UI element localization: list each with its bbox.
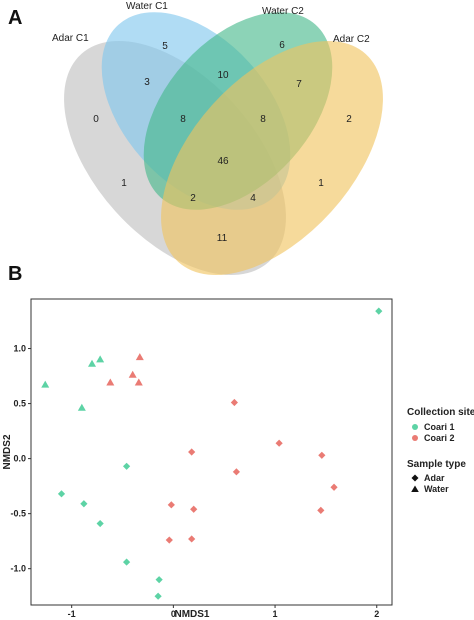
y-tick-label: 0.0 xyxy=(13,454,26,464)
venn-count-adar-c1-only: 0 xyxy=(93,114,99,125)
point-coari-2-adar xyxy=(188,448,196,456)
x-tick-label: 1 xyxy=(273,609,278,619)
venn-count-water-c2-adar-c2: 7 xyxy=(296,79,302,90)
venn-set-label-water-c1: Water C1 xyxy=(126,1,168,12)
point-coari-2-adar xyxy=(330,483,338,491)
point-coari-1-water xyxy=(88,359,97,367)
point-coari-1-adar xyxy=(155,576,163,584)
point-coari-2-adar xyxy=(317,506,325,514)
point-coari-1-adar xyxy=(122,462,131,470)
legend-marker-coari-2 xyxy=(412,435,418,441)
point-coari-2-adar xyxy=(232,468,241,476)
point-coari-2-water xyxy=(106,378,115,386)
point-coari-2-adar xyxy=(318,451,326,459)
y-tick-label: 1.0 xyxy=(13,344,26,354)
venn-set-label-adar-c2: Adar C2 xyxy=(333,34,370,45)
legend-title-sample-type: Sample type xyxy=(407,459,466,470)
nmds-panel: B -1 0 1 2 -1.0 -0.5 0.0 0.5 1.0 NMDS1 NMDS2 Co… xyxy=(2,263,474,620)
legend-label-coari-2: Coari 2 xyxy=(424,433,455,443)
point-coari-1-water xyxy=(77,403,86,411)
point-coari-1-adar xyxy=(96,519,104,528)
legend-marker-adar xyxy=(411,474,419,482)
venn-ellipse-adar-c2 xyxy=(161,40,383,276)
y-axis-ticks: -1.0 -0.5 0.0 0.5 1.0 xyxy=(10,344,31,574)
point-coari-2-adar xyxy=(275,439,283,447)
x-axis-title: NMDS1 xyxy=(174,609,209,620)
scatter-points xyxy=(41,307,383,600)
point-coari-1-adar xyxy=(122,558,131,566)
venn-count-adar-c1-water-c1-water-c2: 8 xyxy=(180,114,186,125)
plot-frame xyxy=(30,298,393,606)
y-tick-label: -1.0 xyxy=(10,564,26,574)
venn-count-adar-c1-adar-c2: 11 xyxy=(217,233,228,244)
legend-label-water: Water xyxy=(424,484,449,494)
y-tick-label: -0.5 xyxy=(10,509,26,519)
legend-marker-coari-1 xyxy=(412,424,418,430)
point-coari-2-water xyxy=(135,353,144,361)
legend-marker-water xyxy=(411,485,419,492)
x-axis-ticks: -1 0 1 2 xyxy=(68,605,379,619)
legend-label-adar: Adar xyxy=(424,473,445,483)
panel-a-label: A xyxy=(8,7,22,29)
point-coari-2-water xyxy=(128,370,137,378)
point-coari-2-adar xyxy=(188,535,196,543)
venn-count-adar-c1-water-c1: 3 xyxy=(144,77,150,88)
panel-b-label: B xyxy=(8,263,22,285)
venn-count-adar-c2-only: 2 xyxy=(346,114,352,125)
venn-count-water-c1-adar-c2: 1 xyxy=(318,178,324,189)
legend: Collection site Coari 1 Coari 2 Sample t… xyxy=(407,407,474,494)
legend-title-collection-site: Collection site xyxy=(407,407,474,418)
point-coari-1-adar xyxy=(375,307,383,315)
venn-count-water-c2-only: 6 xyxy=(279,40,285,51)
point-coari-1-water xyxy=(41,380,50,388)
point-coari-2-adar xyxy=(165,536,173,544)
venn-count-adar-c1-water-c2: 1 xyxy=(121,178,127,189)
point-coari-2-adar xyxy=(190,505,198,513)
venn-count-adar-c1-water-c1-adar-c2: 4 xyxy=(250,193,256,204)
x-tick-label: 0 xyxy=(171,609,176,619)
point-coari-1-water xyxy=(96,355,105,363)
y-axis-title: NMDS2 xyxy=(2,434,13,469)
venn-count-adar-c1-water-c2-adar-c2: 2 xyxy=(190,193,196,204)
y-tick-label: 0.5 xyxy=(13,399,26,409)
venn-count-water-c1-water-c2-adar-c2: 8 xyxy=(260,114,266,125)
point-coari-2-adar xyxy=(230,398,238,407)
venn-count-water-c1-only: 5 xyxy=(162,41,168,52)
point-coari-2-adar xyxy=(167,501,175,509)
venn-panel: A Adar C1 Water C1 Water C2 Adar C2 5 6 … xyxy=(8,1,383,276)
x-tick-label: 2 xyxy=(374,609,379,619)
venn-set-label-water-c2: Water C2 xyxy=(262,6,304,17)
point-coari-1-adar xyxy=(57,490,66,498)
x-tick-label: -1 xyxy=(68,609,76,619)
venn-count-water-c1-water-c2: 10 xyxy=(217,70,229,81)
point-coari-1-adar xyxy=(154,592,162,600)
point-coari-2-water xyxy=(134,378,143,386)
point-coari-1-adar xyxy=(80,500,88,508)
venn-set-label-adar-c1: Adar C1 xyxy=(52,33,89,44)
venn-count-all-four: 46 xyxy=(217,156,229,167)
legend-label-coari-1: Coari 1 xyxy=(424,422,455,432)
